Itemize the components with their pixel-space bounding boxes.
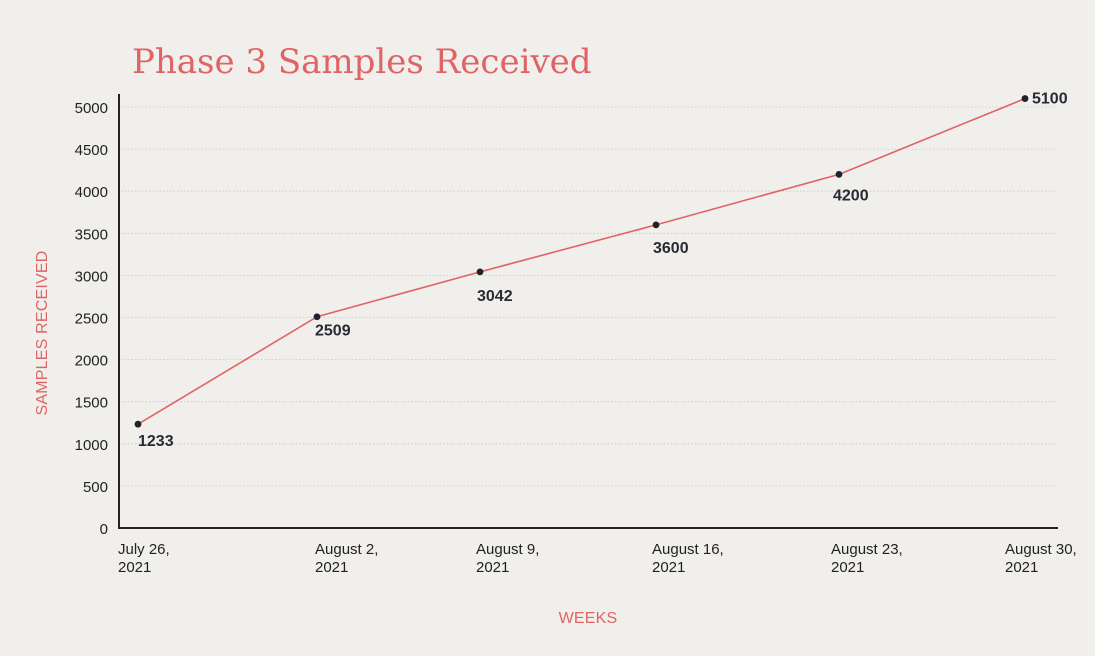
y-tick-label: 500 (83, 479, 108, 496)
data-label: 4200 (833, 187, 869, 204)
series-line (137, 97, 1026, 425)
y-tick-label: 3000 (75, 268, 108, 285)
y-tick-label: 2000 (75, 353, 108, 370)
x-tick-label: July 26, 2021 (118, 541, 170, 576)
grid-lines (121, 106, 1056, 487)
y-tick-label: 1000 (75, 437, 108, 454)
data-labels: 1233 2509 3042 3600 4200 5100 (138, 91, 1068, 451)
x-tick-label: August 9, 2021 (476, 541, 539, 576)
y-tick-label: 5000 (75, 100, 108, 117)
data-point (313, 313, 321, 321)
data-point (835, 170, 843, 178)
y-tick-label: 3500 (75, 226, 108, 243)
x-tick-label: August 16, 2021 (652, 541, 724, 576)
y-tick-label: 4000 (75, 184, 108, 201)
data-point (652, 221, 660, 229)
x-tick-label: August 30, 2021 (1005, 541, 1077, 576)
y-tick-label: 1500 (75, 395, 108, 412)
y-tick-label: 2500 (75, 311, 108, 328)
chart-title: Phase 3 Samples Received (132, 42, 592, 82)
series-group (134, 95, 1029, 428)
x-axis-ticks: July 26, 2021 August 2, 2021 August 9, 2021 Au… (118, 541, 1077, 576)
x-axis-title: WEEKS (559, 610, 618, 627)
data-label: 5100 (1032, 91, 1068, 108)
x-tick-label: August 23, 2021 (831, 541, 903, 576)
data-point (476, 268, 484, 276)
y-axis-title: SAMPLES RECEIVED (34, 250, 51, 415)
y-tick-label: 0 (100, 521, 108, 538)
y-axis-ticks: 0 500 1000 1500 2000 2500 3000 3500 4000 4500 5000 (75, 100, 108, 538)
data-label: 1233 (138, 433, 174, 450)
y-tick-label: 4500 (75, 142, 108, 159)
x-tick-label: August 2, 2021 (315, 541, 378, 576)
data-point (134, 420, 142, 428)
data-label: 3042 (477, 288, 513, 305)
data-point (1021, 95, 1029, 102)
data-label: 3600 (653, 240, 689, 257)
data-label: 2509 (315, 323, 351, 340)
